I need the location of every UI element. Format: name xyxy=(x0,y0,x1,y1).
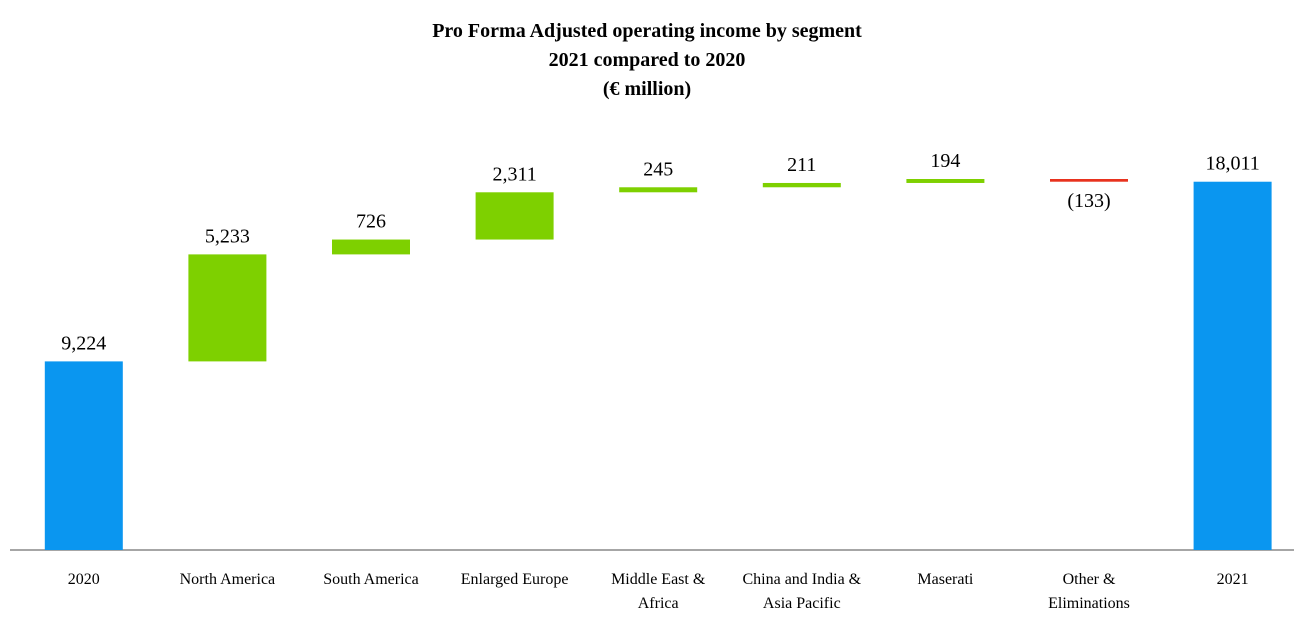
x-tick-label: China and India & Asia Pacific xyxy=(742,571,862,612)
bar xyxy=(475,192,554,240)
bar xyxy=(332,239,410,255)
x-tick-label: Other & Eliminations xyxy=(1048,571,1130,612)
value-label: 9,224 xyxy=(61,332,106,354)
bar xyxy=(1193,181,1272,550)
x-tick-label: Enlarged Europe xyxy=(460,571,569,588)
x-tick-label: Middle East & Africa xyxy=(611,571,706,612)
x-tick-label: South America xyxy=(323,571,419,588)
value-label: 211 xyxy=(787,154,816,176)
bar xyxy=(1050,179,1128,182)
chart-unit: (€ million) xyxy=(603,78,691,100)
value-label: 5,233 xyxy=(205,225,250,247)
bar xyxy=(619,187,698,193)
bar xyxy=(906,179,985,183)
x-tick-label: North America xyxy=(179,571,276,588)
bar xyxy=(188,254,267,362)
chart-subtitle: 2021 compared to 2020 xyxy=(549,49,746,71)
x-tick-label: Maserati xyxy=(917,571,974,588)
value-label: 18,011 xyxy=(1205,153,1259,175)
chart-title: Pro Forma Adjusted operating income by s… xyxy=(432,20,862,42)
value-label: 245 xyxy=(643,158,673,180)
bar xyxy=(44,361,123,550)
value-label: 726 xyxy=(356,211,386,233)
bar xyxy=(762,182,841,188)
x-tick-label: 2021 xyxy=(1216,571,1249,588)
x-tick-label: 2020 xyxy=(67,571,100,588)
value-label: 194 xyxy=(930,150,960,172)
value-label: (133) xyxy=(1067,190,1110,212)
value-label: 2,311 xyxy=(492,163,536,185)
